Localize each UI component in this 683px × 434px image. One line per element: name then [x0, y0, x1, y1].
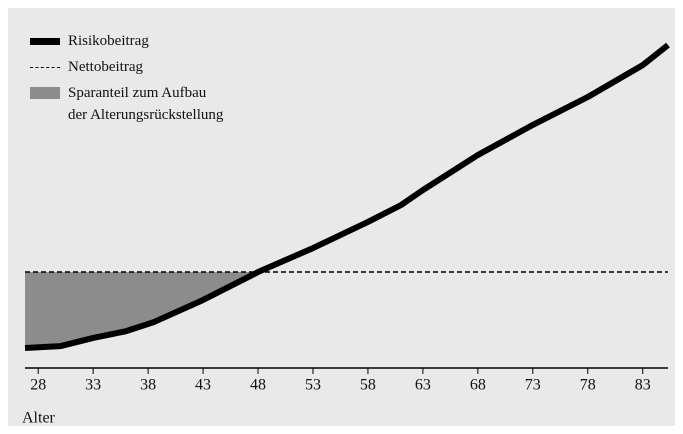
x-axis-label: Alter	[22, 410, 56, 427]
legend-label: Risikobeitrag	[68, 33, 149, 49]
x-tick-label: 43	[195, 377, 211, 394]
x-tick-label: 68	[470, 377, 486, 394]
x-tick-label: 28	[30, 377, 46, 394]
x-tick-label: 78	[580, 377, 596, 394]
x-tick-label: 73	[525, 377, 541, 394]
legend-item: Risikobeitrag	[30, 30, 223, 52]
x-tick-label: 58	[360, 377, 376, 394]
legend-label: Nettobeitrag	[68, 59, 143, 75]
legend: Risikobeitrag Nettobeitrag Sparanteil zum …	[30, 30, 223, 130]
x-tick-label: 38	[140, 377, 156, 394]
x-tick-label: 48	[250, 377, 266, 394]
savings-area	[25, 272, 259, 348]
x-tick-label: 83	[635, 377, 651, 394]
series-line	[24, 42, 670, 351]
x-tick-label: 33	[85, 377, 101, 394]
legend-swatch	[30, 87, 60, 99]
legend-item: Nettobeitrag	[30, 56, 223, 78]
x-tick-label: 63	[415, 377, 431, 394]
x-tick-label: 53	[305, 377, 321, 394]
legend-swatch	[30, 67, 60, 68]
background	[8, 8, 675, 426]
legend-label: Sparanteil zum Aufbau der Alterungsrücks…	[68, 85, 224, 123]
legend-swatch	[30, 38, 60, 45]
legend-item: Sparanteil zum Aufbau der Alterungsrücks…	[30, 82, 223, 126]
